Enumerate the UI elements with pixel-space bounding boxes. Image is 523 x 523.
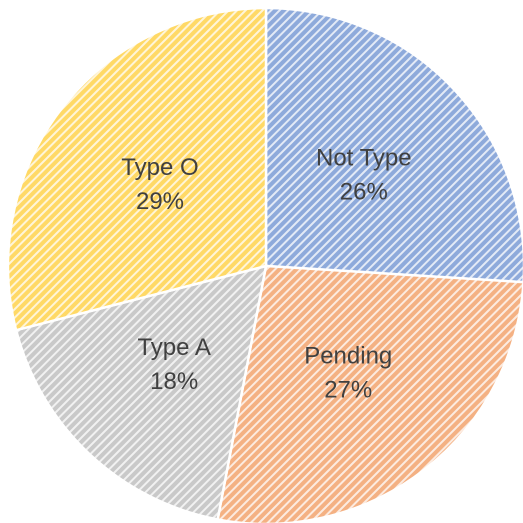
slice-category-label: Type A [137,334,210,361]
slice-value-label: 26% [340,179,388,206]
slice-value-label: 18% [150,368,198,395]
slice-category-label: Not Type [316,145,412,172]
slice-value-label: 27% [324,376,372,403]
slice-category-label: Type O [121,154,198,181]
pie-slice [14,264,268,521]
pie-slice [216,264,523,523]
slice-value-label: 29% [136,188,184,215]
slice-category-label: Pending [304,342,392,369]
pie-slice [6,6,268,332]
pie-slice [264,6,523,284]
